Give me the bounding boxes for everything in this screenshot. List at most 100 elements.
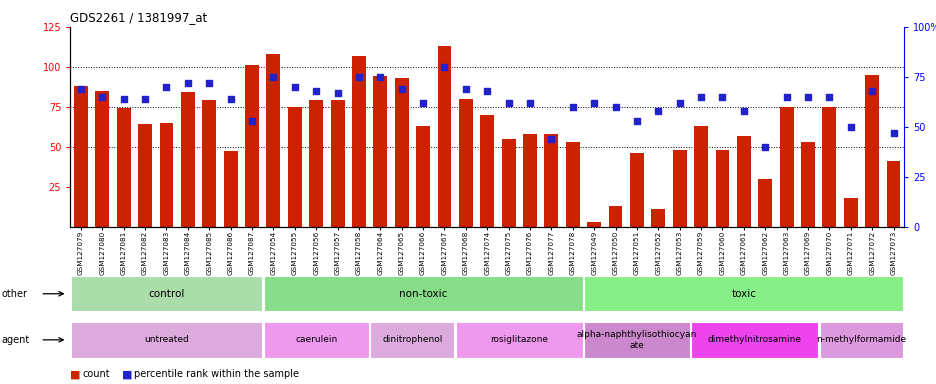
Point (266, 74, 281, 80)
Bar (181, 93, 195, 227)
Point (479, 88, 494, 94)
Text: GDS2261 / 1381997_at: GDS2261 / 1381997_at (70, 12, 207, 25)
Bar (459, 99, 473, 227)
Bar (672, 150, 686, 227)
Point (864, 88, 879, 94)
Text: caerulein: caerulein (295, 335, 337, 344)
Bar (864, 75, 878, 227)
Point (181, 80, 196, 86)
Bar (245, 65, 258, 227)
Text: count: count (82, 369, 110, 379)
Bar (819, 322, 902, 358)
Point (138, 96, 153, 102)
Bar (629, 153, 643, 227)
Point (223, 96, 238, 102)
Bar (584, 276, 902, 311)
Bar (736, 136, 750, 227)
Point (159, 84, 174, 90)
Point (736, 108, 751, 114)
Point (586, 100, 601, 106)
Point (501, 100, 516, 106)
Point (351, 74, 366, 80)
Point (543, 136, 558, 142)
Text: n-methylformamide: n-methylformamide (815, 335, 905, 344)
Point (201, 80, 216, 86)
Bar (352, 56, 365, 227)
Bar (694, 126, 708, 227)
Bar (263, 276, 582, 311)
Bar (71, 322, 261, 358)
Bar (117, 108, 130, 227)
Bar (608, 206, 622, 227)
Text: agent: agent (2, 335, 30, 345)
Bar (416, 126, 430, 227)
Point (436, 64, 451, 70)
Bar (584, 322, 689, 358)
Bar (715, 150, 728, 227)
Bar (822, 107, 836, 227)
Bar (501, 139, 515, 227)
Bar (885, 161, 899, 227)
Point (564, 104, 579, 110)
Bar (779, 107, 793, 227)
Point (308, 88, 323, 94)
Bar (651, 209, 665, 227)
Point (778, 94, 793, 100)
Point (416, 100, 431, 106)
Bar (587, 222, 601, 227)
Bar (287, 107, 301, 227)
Point (714, 94, 729, 100)
Bar (565, 142, 579, 227)
Text: dimethylnitrosamine: dimethylnitrosamine (707, 335, 800, 344)
Point (522, 100, 537, 106)
Bar (266, 54, 280, 227)
Point (116, 96, 131, 102)
Bar (202, 100, 216, 227)
Bar (757, 179, 771, 227)
Bar (71, 276, 261, 311)
Point (287, 84, 302, 90)
Point (394, 86, 409, 92)
Point (244, 118, 259, 124)
Bar (370, 322, 454, 358)
Point (329, 90, 344, 96)
Text: ■: ■ (122, 369, 132, 379)
Text: non-toxic: non-toxic (399, 289, 446, 299)
Text: control: control (148, 289, 184, 299)
Bar (522, 134, 536, 227)
Point (73, 86, 88, 92)
Bar (138, 124, 152, 227)
Bar (800, 142, 814, 227)
Point (607, 104, 622, 110)
Bar (309, 100, 323, 227)
Bar (691, 322, 817, 358)
Bar (263, 322, 369, 358)
Point (629, 118, 644, 124)
Point (885, 130, 900, 136)
Bar (74, 86, 88, 227)
Bar (456, 322, 582, 358)
Bar (95, 91, 110, 227)
Bar (437, 46, 451, 227)
Text: ■: ■ (70, 369, 80, 379)
Text: untreated: untreated (144, 335, 189, 344)
Point (671, 100, 686, 106)
Point (651, 108, 665, 114)
Bar (224, 151, 238, 227)
Point (95, 94, 110, 100)
Point (373, 74, 388, 80)
Bar (480, 115, 493, 227)
Point (842, 124, 857, 130)
Bar (544, 134, 558, 227)
Bar (159, 123, 173, 227)
Point (821, 94, 836, 100)
Bar (330, 100, 344, 227)
Bar (394, 78, 408, 227)
Bar (843, 198, 856, 227)
Text: alpha-naphthylisothiocyan
ate: alpha-naphthylisothiocyan ate (577, 330, 696, 349)
Bar (373, 76, 387, 227)
Text: toxic: toxic (731, 289, 755, 299)
Text: other: other (2, 289, 28, 299)
Text: dinitrophenol: dinitrophenol (382, 335, 442, 344)
Point (693, 94, 708, 100)
